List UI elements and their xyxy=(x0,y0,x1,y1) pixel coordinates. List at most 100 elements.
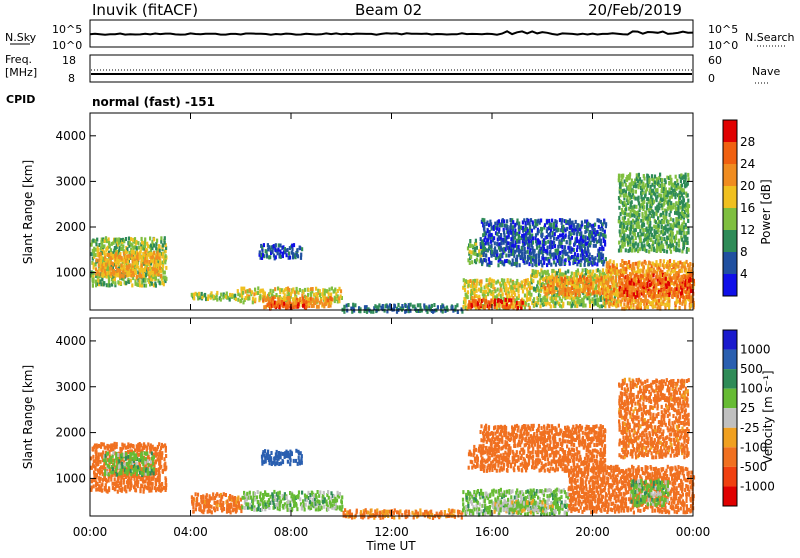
data-cell xyxy=(500,241,502,245)
data-cell xyxy=(533,297,535,301)
data-cell xyxy=(132,444,134,448)
data-cell xyxy=(521,252,523,256)
data-cell xyxy=(595,244,597,248)
data-cell xyxy=(394,304,396,308)
data-cell xyxy=(604,230,606,234)
data-cell xyxy=(639,229,641,233)
data-cell xyxy=(115,265,117,269)
data-cell xyxy=(340,289,342,293)
data-cell xyxy=(104,252,106,256)
data-cell xyxy=(553,241,555,245)
data-cell xyxy=(469,279,471,283)
data-cell xyxy=(296,253,298,257)
data-cell xyxy=(657,224,659,228)
data-cell xyxy=(602,247,604,251)
data-cell xyxy=(524,294,526,298)
data-cell xyxy=(512,258,514,262)
data-cell xyxy=(498,293,500,297)
y-tick-label: 3000 xyxy=(55,174,86,188)
data-cell xyxy=(520,225,522,229)
data-cell xyxy=(494,222,496,226)
data-cell xyxy=(226,292,228,296)
nave-label: Nave xyxy=(752,65,780,78)
data-cell xyxy=(523,233,525,237)
data-cell xyxy=(277,248,279,252)
data-cell xyxy=(564,245,566,249)
data-cell xyxy=(683,198,685,202)
colorbar-tick: 28 xyxy=(740,135,755,149)
data-cell xyxy=(680,206,682,210)
data-cell xyxy=(162,275,164,279)
data-cell xyxy=(105,483,107,487)
data-cell xyxy=(633,205,635,209)
data-cell xyxy=(652,189,654,193)
data-cell xyxy=(556,271,558,275)
data-cell xyxy=(554,232,556,236)
data-cell xyxy=(571,236,573,240)
data-cell xyxy=(484,247,486,251)
data-cell xyxy=(477,253,479,257)
data-cell xyxy=(469,239,471,243)
data-cell xyxy=(679,249,681,253)
data-cell xyxy=(647,174,649,178)
data-cell xyxy=(480,279,482,283)
data-cell xyxy=(668,263,670,267)
data-cell xyxy=(474,247,476,251)
data-cell xyxy=(518,282,520,286)
data-cell xyxy=(109,283,111,287)
data-cell xyxy=(97,462,99,466)
data-cell xyxy=(637,243,639,247)
data-cell xyxy=(649,275,651,279)
data-cell xyxy=(581,249,583,253)
data-cell xyxy=(475,294,477,298)
data-cell xyxy=(101,268,103,272)
data-cell xyxy=(502,305,504,309)
data-cell xyxy=(686,295,688,299)
data-cell xyxy=(150,482,152,486)
data-cell xyxy=(152,482,154,486)
data-cell xyxy=(501,254,503,258)
power-scatter xyxy=(90,172,695,314)
data-cell xyxy=(571,247,573,251)
data-cell xyxy=(634,197,636,201)
nsearch-tick-low: 10^0 xyxy=(708,39,738,52)
data-cell xyxy=(512,304,514,308)
data-cell xyxy=(259,294,261,298)
data-cell xyxy=(559,272,561,276)
data-cell xyxy=(405,304,407,308)
data-cell xyxy=(670,178,672,182)
data-cell xyxy=(596,262,598,266)
data-cell xyxy=(159,266,161,270)
data-cell xyxy=(666,250,668,254)
data-cell xyxy=(630,305,632,309)
data-cell xyxy=(105,259,107,263)
data-cell xyxy=(354,303,356,307)
data-cell xyxy=(663,237,665,241)
data-cell xyxy=(262,289,264,293)
data-cell xyxy=(676,242,678,246)
data-cell xyxy=(155,260,157,264)
data-cell xyxy=(643,205,645,209)
data-cell xyxy=(497,288,499,292)
data-cell xyxy=(535,253,537,257)
data-cell xyxy=(480,237,482,241)
data-cell xyxy=(137,266,139,270)
data-cell xyxy=(612,276,614,280)
data-cell xyxy=(654,193,656,197)
data-cell xyxy=(274,248,276,252)
data-cell xyxy=(632,286,634,290)
data-cell xyxy=(609,259,611,263)
y-tick-label: 2000 xyxy=(55,220,86,234)
data-cell xyxy=(505,298,507,302)
data-cell xyxy=(538,259,540,263)
data-cell xyxy=(286,253,288,257)
data-cell xyxy=(627,218,629,222)
data-cell xyxy=(108,241,110,245)
data-cell xyxy=(626,226,628,230)
data-cell xyxy=(562,284,564,288)
data-cell xyxy=(688,295,690,299)
data-cell xyxy=(670,201,672,205)
data-cell xyxy=(110,443,112,447)
data-cell xyxy=(125,485,127,489)
